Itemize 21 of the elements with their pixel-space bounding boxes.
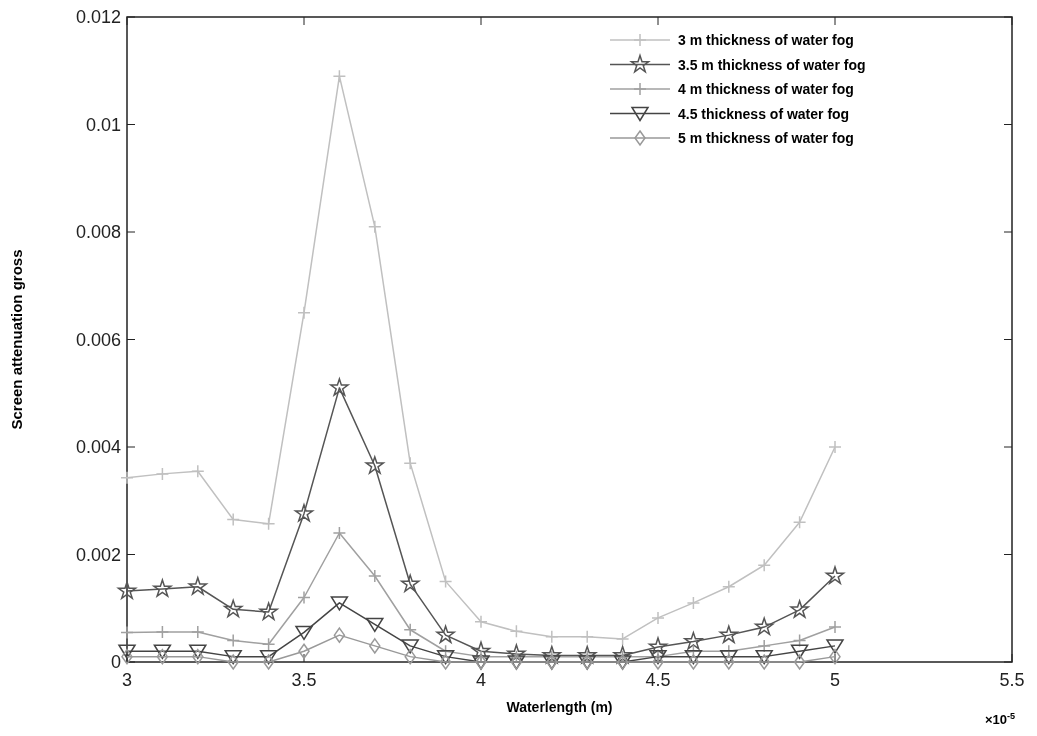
legend-label: 3.5 m thickness of water fog (678, 56, 866, 73)
y-tick-label: 0.006 (75, 329, 121, 350)
y-tick-label: 0.002 (75, 544, 121, 565)
y-tick-label: 0 (110, 652, 121, 672)
x-tick-label: 3.5 (291, 670, 317, 690)
x-tick-label: 4.5 (645, 670, 671, 690)
text: ×10$^{-5}$ (984, 711, 1016, 727)
legend-label: 4 m thickness of water fog (678, 81, 854, 97)
legend-label: 4.5 thickness of water fog (678, 105, 850, 122)
legend-label: 3 m thickness of water fog (678, 32, 854, 48)
y-axis-title: Screen attenuation gross (8, 249, 25, 430)
legend-label: 5 m thickness of water fog (678, 130, 854, 146)
x-tick-label: 4 (475, 670, 487, 690)
y-tick-label: 0.004 (75, 437, 121, 457)
y-tick-label: 0.01 (85, 114, 121, 135)
x-tick-label: 5 (829, 670, 841, 690)
x-axis-title: Waterlength (m) (506, 699, 613, 715)
x-tick-label: 5.5 (999, 670, 1025, 690)
y-tick-label: 0.008 (75, 222, 121, 242)
y-tick-label: 0.012 (75, 7, 121, 27)
x-tick-label: 3 (121, 670, 133, 690)
